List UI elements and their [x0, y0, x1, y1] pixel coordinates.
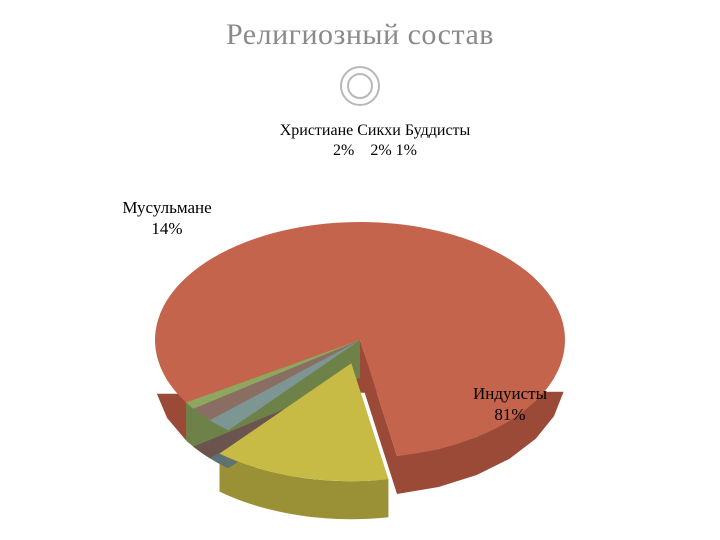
slide-title: Религиозный состав	[0, 18, 720, 52]
label-hindu: Индуисты 81%	[445, 383, 575, 426]
decorative-ring-icon	[340, 66, 380, 106]
pie-chart: Христиане Сикхи Буддисты 2% 2% 1% Мусуль…	[90, 135, 630, 515]
label-muslim: Мусульмане 14%	[102, 197, 232, 240]
slide: Религиозный состав Христиане Сикхи Будди…	[0, 0, 720, 540]
label-small-slices: Христиане Сикхи Буддисты 2% 2% 1%	[270, 121, 480, 161]
